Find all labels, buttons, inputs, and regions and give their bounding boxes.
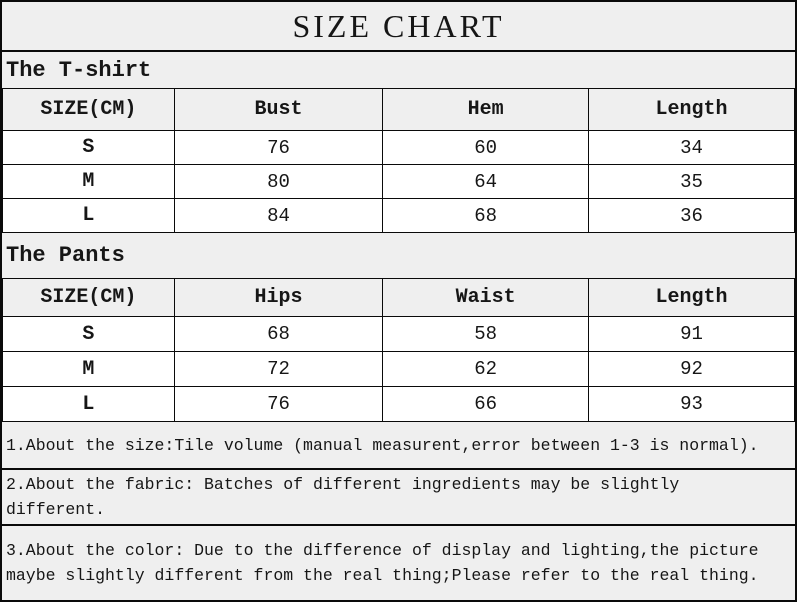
value-cell: 66	[382, 386, 590, 422]
pants-header-hips: Hips	[173, 278, 384, 317]
tshirt-row-m: M 80 64 35	[2, 164, 795, 199]
title-bar: SIZE CHART	[2, 2, 795, 52]
tshirt-header-hem: Hem	[382, 88, 590, 131]
size-cell: L	[2, 198, 175, 233]
pants-row-m: M 72 62 92	[2, 351, 795, 387]
pants-row-s: S 68 58 91	[2, 316, 795, 352]
tshirt-header-row: SIZE(CM) Bust Hem Length	[2, 88, 795, 131]
value-cell: 76	[173, 386, 384, 422]
value-cell: 92	[588, 351, 795, 387]
size-cell: L	[2, 386, 175, 422]
value-cell: 64	[382, 164, 590, 199]
note-about-color: 3.About the color: Due to the difference…	[6, 541, 759, 585]
note-about-size: 1.About the size:Tile volume (manual mea…	[2, 422, 795, 470]
pants-header-length: Length	[588, 278, 795, 317]
value-cell: 93	[588, 386, 795, 422]
value-cell: 72	[173, 351, 384, 387]
value-cell: 68	[382, 198, 590, 233]
pants-size-table: SIZE(CM) Hips Waist Length S 68 58 91 M …	[2, 278, 795, 422]
value-cell: 34	[588, 130, 795, 165]
value-cell: 36	[588, 198, 795, 233]
page-title: SIZE CHART	[292, 7, 505, 44]
pants-header-size: SIZE(CM)	[2, 278, 175, 317]
tshirt-row-s: S 76 60 34	[2, 130, 795, 165]
value-cell: 80	[173, 164, 384, 199]
size-cell: M	[2, 164, 175, 199]
value-cell: 68	[173, 316, 384, 352]
pants-header-row: SIZE(CM) Hips Waist Length	[2, 278, 795, 317]
value-cell: 91	[588, 316, 795, 352]
value-cell: 35	[588, 164, 795, 199]
pants-row-l: L 76 66 93	[2, 386, 795, 422]
section-label-tshirt: The T-shirt	[6, 57, 152, 83]
section-label-pants: The Pants	[6, 243, 125, 268]
value-cell: 76	[173, 130, 384, 165]
value-cell: 84	[173, 198, 384, 233]
tshirt-size-table: SIZE(CM) Bust Hem Length S 76 60 34 M 80…	[2, 88, 795, 233]
tshirt-header-length: Length	[588, 88, 795, 131]
size-cell: S	[2, 130, 175, 165]
value-cell: 60	[382, 130, 590, 165]
tshirt-row-l: L 84 68 36	[2, 198, 795, 233]
size-cell: M	[2, 351, 175, 387]
value-cell: 58	[382, 316, 590, 352]
notes-section: 1.About the size:Tile volume (manual mea…	[2, 422, 795, 600]
value-cell: 62	[382, 351, 590, 387]
tshirt-header-bust: Bust	[173, 88, 384, 131]
size-cell: S	[2, 316, 175, 352]
note-about-fabric: 2.About the fabric: Batches of different…	[2, 470, 795, 526]
tshirt-header-size: SIZE(CM)	[2, 88, 175, 131]
pants-header-waist: Waist	[382, 278, 590, 317]
